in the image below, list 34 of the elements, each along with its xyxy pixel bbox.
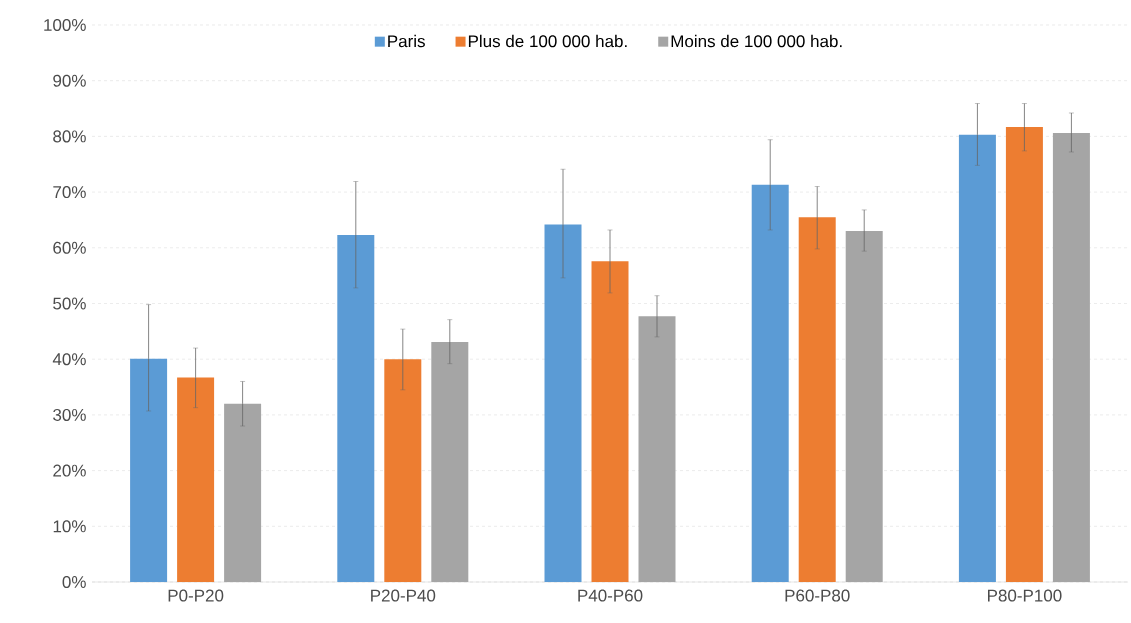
y-tick-label: 20%: [53, 464, 86, 477]
y-tick-label: 80%: [53, 130, 86, 143]
bar: [130, 358, 168, 582]
bar: [958, 134, 996, 582]
bar: [177, 377, 215, 582]
legend-label: Moins de 100 000 hab.: [671, 34, 842, 48]
y-tick-label: 0%: [62, 575, 86, 589]
x-tick-label: P20-P40: [371, 589, 436, 602]
y-tick-label: 60%: [53, 241, 86, 254]
bar: [337, 234, 375, 582]
bar: [224, 403, 262, 582]
bar: [638, 316, 676, 582]
x-tick-label: P0-P20: [168, 589, 224, 602]
y-tick-label: 50%: [53, 297, 86, 310]
x-tick-label: P80-P100: [988, 589, 1062, 602]
x-tick-label: P60-P80: [785, 589, 850, 602]
bar: [798, 217, 836, 582]
bar: [1052, 133, 1090, 582]
bar: [845, 231, 883, 582]
bar: [544, 224, 582, 582]
y-tick-label: 40%: [52, 353, 86, 366]
bar: [384, 359, 422, 582]
bar: [431, 341, 469, 582]
x-tick-label: P40-P60: [578, 589, 643, 602]
bar: [591, 261, 629, 582]
y-tick-label: 90%: [53, 74, 86, 87]
y-tick-label: 10%: [53, 520, 86, 533]
legend-label: Plus de 100 000 hab.: [468, 34, 627, 48]
bar: [1005, 126, 1043, 582]
legend-label: Paris: [388, 34, 425, 48]
bar: [751, 184, 789, 582]
y-tick-label: 30%: [53, 408, 86, 421]
y-tick-label: 70%: [53, 186, 86, 199]
y-tick-label: 100%: [44, 18, 86, 32]
